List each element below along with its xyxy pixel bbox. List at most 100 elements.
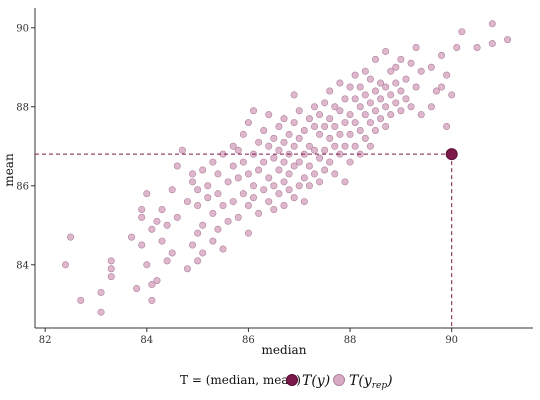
replicated-point	[346, 83, 354, 91]
replicated-point	[265, 198, 273, 206]
replicated-point	[148, 225, 156, 233]
x-tick-label: 90	[445, 335, 458, 346]
legend-prefix: T = (median, mean)	[180, 373, 301, 387]
replicated-point	[97, 308, 105, 316]
replicated-point	[107, 257, 115, 265]
replicated-point	[331, 142, 339, 150]
replicated-point	[229, 198, 237, 206]
replicated-point	[275, 190, 283, 198]
replicated-point	[351, 142, 359, 150]
replicated-point	[280, 202, 288, 210]
replicated-point	[392, 99, 400, 107]
replicated-point	[300, 174, 308, 182]
replicated-point	[346, 130, 354, 138]
x-tick-label: 86	[242, 335, 255, 346]
replicated-point	[504, 36, 512, 44]
replicated-point	[387, 91, 395, 99]
replicated-point	[366, 99, 374, 107]
replicated-point	[453, 44, 461, 52]
replicated-point	[199, 166, 207, 174]
legend-replicated-swatch	[333, 374, 345, 386]
replicated-point	[377, 79, 385, 87]
replicated-point	[280, 138, 288, 146]
replicated-point	[377, 115, 385, 123]
replicated-point	[382, 103, 390, 111]
replicated-point	[326, 134, 334, 142]
replicated-point	[163, 221, 171, 229]
replicated-point	[234, 146, 242, 154]
replicated-point	[204, 194, 212, 202]
replicated-point	[290, 119, 298, 127]
replicated-point	[371, 87, 379, 95]
replicated-point	[336, 79, 344, 87]
replicated-point	[194, 229, 202, 237]
replicated-point	[300, 198, 308, 206]
replicated-point	[397, 87, 405, 95]
replicated-point	[214, 190, 222, 198]
replicated-point	[234, 174, 242, 182]
replicated-point	[280, 115, 288, 123]
replicated-point	[168, 249, 176, 257]
legend-replicated-sub: rep	[372, 381, 388, 391]
replicated-point	[67, 233, 75, 241]
replicated-point	[392, 63, 400, 71]
x-axis-title: median	[262, 343, 307, 357]
replicated-point	[270, 134, 278, 142]
replicated-point	[168, 186, 176, 194]
replicated-point	[310, 103, 318, 111]
replicated-point	[270, 154, 278, 162]
replicated-point	[219, 245, 227, 253]
replicated-point	[443, 123, 451, 131]
replicated-point	[331, 170, 339, 178]
replicated-point	[417, 67, 425, 75]
replicated-point	[178, 146, 186, 154]
replicated-point	[244, 202, 252, 210]
replicated-point	[397, 55, 405, 63]
y-axis-title: mean	[2, 153, 16, 187]
replicated-point	[458, 28, 466, 36]
replicated-point	[194, 186, 202, 194]
replicated-point	[331, 123, 339, 131]
replicated-point	[438, 51, 446, 59]
reference-lines-layer	[35, 153, 453, 328]
replicated-point	[351, 71, 359, 79]
replicated-point	[285, 186, 293, 194]
replicated-point	[275, 123, 283, 131]
observed-point-layer	[445, 148, 458, 161]
replicated-point	[138, 213, 146, 221]
replicated-point	[270, 182, 278, 190]
replicated-point	[148, 281, 156, 289]
replicated-point	[427, 63, 435, 71]
replicated-point	[295, 158, 303, 166]
replicated-point	[275, 146, 283, 154]
replicated-point	[183, 265, 191, 273]
replicated-point	[316, 111, 324, 119]
replicated-point	[138, 241, 146, 249]
replicated-point	[397, 107, 405, 115]
replicated-point	[356, 83, 364, 91]
replicated-point	[189, 178, 197, 186]
replicated-point	[316, 178, 324, 186]
replicated-point	[133, 284, 141, 292]
legend-observed-label: T(y)	[302, 373, 330, 389]
replicated-point	[356, 103, 364, 111]
replicated-point	[234, 213, 242, 221]
replicated-point	[351, 119, 359, 127]
replicated-point	[209, 158, 217, 166]
replicated-point	[300, 126, 308, 134]
replicated-point	[361, 91, 369, 99]
replicated-point	[199, 249, 207, 257]
replicated-point	[448, 91, 456, 99]
replicated-point	[366, 75, 374, 83]
replicated-point	[173, 213, 181, 221]
replicated-point	[214, 225, 222, 233]
replicated-point	[366, 119, 374, 127]
replicated-point	[290, 162, 298, 170]
replicated-point	[255, 138, 263, 146]
replicated-point	[366, 142, 374, 150]
replicated-point	[412, 83, 420, 91]
replicated-point	[250, 182, 258, 190]
observed-point	[445, 148, 458, 161]
replicated-point	[387, 67, 395, 75]
replicated-point	[310, 170, 318, 178]
